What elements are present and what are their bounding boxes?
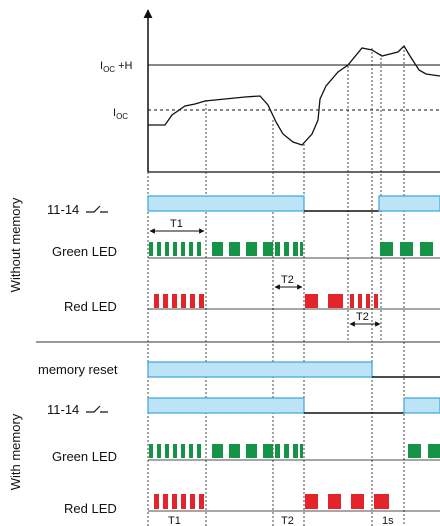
t1-interval-without-memory: T1 — [149, 218, 205, 234]
t2-label: T2 — [281, 274, 294, 286]
t2-interval-without-memory: T2 — [274, 274, 303, 290]
contact-symbol — [86, 405, 108, 413]
row-relay-with-memory: 11-14 — [47, 397, 440, 417]
relay-on-bar — [147, 397, 305, 414]
section-label-without-memory: Without memory — [8, 197, 23, 292]
row-red-led-without-memory: Red LED — [64, 294, 440, 314]
time-markers — [147, 46, 405, 526]
t2-interval-without-memory-2: T2 — [349, 311, 381, 327]
green-led-blinks — [149, 444, 440, 458]
current-graph: IOC +H IOC — [100, 9, 440, 173]
relay-on-bar — [403, 397, 440, 414]
green-led-blinks — [149, 242, 433, 256]
t2-label: T2 — [281, 515, 294, 526]
row-memory-reset: memory reset — [38, 361, 440, 378]
bottom-timing-labels: T1 T2 1s — [168, 515, 394, 526]
contact-symbol — [86, 205, 108, 213]
t1-label: T1 — [170, 218, 183, 230]
current-curve — [148, 44, 440, 146]
row-label-green-led: Green LED — [52, 244, 117, 259]
t1-label: T1 — [168, 515, 181, 526]
row-label-memory-reset: memory reset — [38, 362, 118, 377]
memory-reset-bar — [147, 361, 373, 378]
row-red-led-with-memory: Red LED — [64, 494, 440, 516]
relay-on-bar — [378, 195, 440, 212]
relay-on-bar — [147, 195, 305, 212]
row-label-red-led: Red LED — [64, 299, 117, 314]
row-green-led-with-memory: Green LED — [52, 444, 440, 464]
t2-label: T2 — [356, 311, 369, 323]
one-second-label: 1s — [382, 515, 394, 526]
section-label-with-memory: With memory — [8, 413, 23, 490]
row-label-11-14: 11-14 — [47, 202, 79, 217]
row-green-led-without-memory: Green LED — [52, 242, 440, 259]
red-led-blinks — [154, 494, 389, 509]
row-label-green-led: Green LED — [52, 449, 117, 464]
red-led-blinks — [154, 294, 378, 308]
ioc-label: IOC — [113, 107, 128, 121]
ioc-h-label: IOC +H — [100, 60, 133, 74]
row-label-11-14: 11-14 — [47, 402, 79, 417]
row-label-red-led: Red LED — [64, 501, 117, 516]
row-relay-without-memory: 11-14 — [47, 195, 440, 217]
